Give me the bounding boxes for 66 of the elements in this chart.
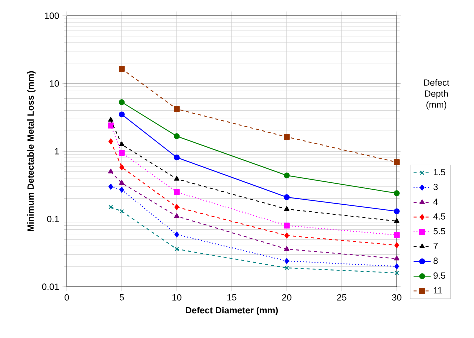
point	[119, 142, 125, 146]
point	[284, 134, 290, 140]
x-axis-title: Defect Diameter (mm)	[186, 307, 278, 316]
legend-label: 1.5	[434, 169, 446, 176]
point	[284, 266, 290, 270]
point	[174, 204, 180, 210]
x-tick-label: 20	[282, 294, 292, 301]
legend-label: 11	[434, 287, 442, 294]
point	[119, 150, 125, 156]
x-tick-label: 15	[228, 294, 237, 301]
y-tick-label: 10	[50, 80, 60, 87]
legend-title: Defect Depth (mm)	[424, 79, 450, 110]
y-tick-label: 100	[45, 12, 60, 20]
point	[284, 206, 290, 212]
point	[174, 189, 180, 196]
point	[174, 232, 180, 238]
point	[174, 154, 180, 161]
legend-label: 8	[434, 258, 438, 264]
point	[394, 232, 400, 238]
legend-label: 5.5	[434, 228, 446, 235]
point	[108, 138, 114, 145]
y-axis-title: Minimum Detectable Metal Loss (mm)	[27, 71, 36, 232]
point	[108, 205, 114, 210]
point	[108, 168, 114, 174]
point	[284, 246, 290, 252]
point	[119, 66, 125, 72]
legend-label: 9.5	[434, 272, 446, 280]
point	[284, 172, 290, 179]
y-tick-label: 0.01	[42, 284, 60, 290]
point	[174, 247, 180, 252]
legend-label: 7	[434, 243, 438, 250]
point	[119, 180, 125, 185]
point	[394, 242, 400, 248]
point	[394, 159, 400, 166]
point	[108, 117, 114, 122]
point	[120, 209, 124, 214]
point	[108, 184, 114, 190]
point	[394, 264, 400, 270]
point	[108, 122, 114, 129]
point	[284, 232, 290, 239]
point	[174, 133, 180, 140]
point	[120, 164, 124, 170]
x-tick-label: 10	[172, 294, 182, 301]
x-tick-label: 30	[392, 294, 402, 301]
point	[119, 99, 125, 106]
x-tick-label: 5	[120, 294, 124, 301]
point	[284, 222, 290, 229]
x-tick-label: 0	[64, 294, 70, 301]
legend-label: 4	[434, 198, 438, 206]
point	[174, 106, 180, 112]
point	[394, 218, 400, 224]
point	[284, 194, 290, 200]
point	[284, 258, 290, 264]
x-tick-label: 25	[337, 294, 347, 301]
legend-label: 3	[434, 184, 438, 190]
y-tick-label: 1	[55, 148, 60, 155]
point	[394, 208, 400, 214]
point	[394, 270, 400, 276]
point	[174, 213, 180, 218]
point	[119, 112, 125, 118]
y-tick-label: 0.1	[47, 216, 60, 222]
legend-label: 4.5	[434, 214, 446, 220]
point	[120, 187, 124, 193]
point	[394, 256, 400, 261]
point	[174, 176, 180, 181]
point	[394, 190, 400, 196]
